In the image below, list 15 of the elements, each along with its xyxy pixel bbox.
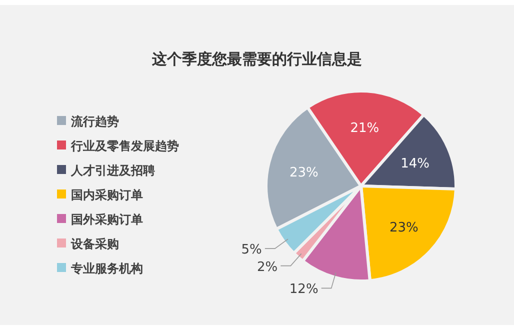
- chart-title: 这个季度您最需要的行业信息是: [151, 50, 362, 68]
- data-label: 23%: [289, 165, 318, 180]
- legend-label: 国外采购订单: [71, 212, 143, 226]
- data-label: 23%: [389, 220, 418, 236]
- data-label: 21%: [350, 121, 380, 136]
- legend-label: 流行趋势: [70, 114, 119, 128]
- data-label: 5%: [241, 242, 262, 258]
- data-label: 14%: [400, 156, 430, 172]
- data-label: 2%: [257, 260, 278, 275]
- legend-label: 专业服务机构: [70, 262, 143, 276]
- legend-label: 行业及零售发展趋势: [70, 139, 179, 153]
- legend-label: 人才引进及招聘: [70, 164, 155, 178]
- legend-label: 设备采购: [70, 237, 119, 251]
- legend-label: 国内采购订单: [71, 188, 143, 202]
- data-label: 12%: [289, 282, 318, 298]
